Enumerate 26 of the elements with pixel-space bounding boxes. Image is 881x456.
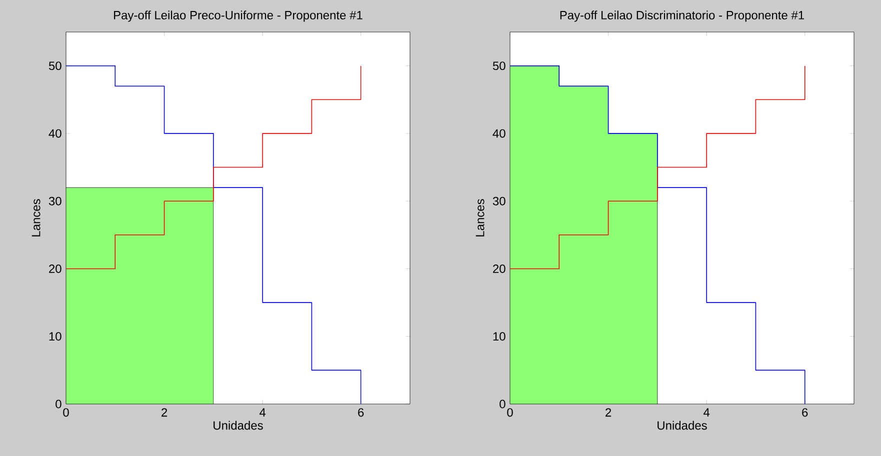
y-tick-label: 30 bbox=[492, 196, 506, 206]
x-tick-label: 2 bbox=[606, 408, 612, 417]
y-tick-label: 0 bbox=[56, 400, 62, 408]
y-tick-label: 10 bbox=[493, 332, 506, 341]
y-tick-label: 50 bbox=[492, 62, 506, 70]
y-axis-title: Lances bbox=[476, 199, 484, 236]
x-axis-title: Unidades bbox=[658, 420, 707, 430]
y-axis-title: Lances bbox=[32, 199, 40, 236]
y-tick-label: 30 bbox=[48, 196, 62, 206]
x-axis-title: Unidades bbox=[214, 420, 263, 430]
x-tick-label: 0 bbox=[63, 408, 69, 417]
y-tick-label: 20 bbox=[493, 264, 506, 273]
x-tick-label: 2 bbox=[162, 408, 168, 417]
y-tick-label: 0 bbox=[500, 400, 506, 408]
x-tick-label: 4 bbox=[260, 408, 266, 416]
chart-title: Pay-off Leilao Preco-Uniforme - Proponente #1 bbox=[114, 10, 362, 22]
x-tick-label: 6 bbox=[358, 408, 364, 417]
y-tick-label: 40 bbox=[492, 129, 506, 138]
x-tick-label: 0 bbox=[507, 408, 513, 417]
y-tick-label: 40 bbox=[48, 129, 62, 138]
y-tick-label: 20 bbox=[49, 264, 62, 273]
chart-title: Pay-off Leilao Discriminatorio - Proponente #1 bbox=[560, 10, 804, 22]
y-tick-label: 10 bbox=[49, 332, 62, 341]
x-tick-label: 6 bbox=[802, 408, 808, 417]
y-tick-label: 50 bbox=[48, 62, 62, 70]
x-tick-label: 4 bbox=[704, 408, 710, 416]
